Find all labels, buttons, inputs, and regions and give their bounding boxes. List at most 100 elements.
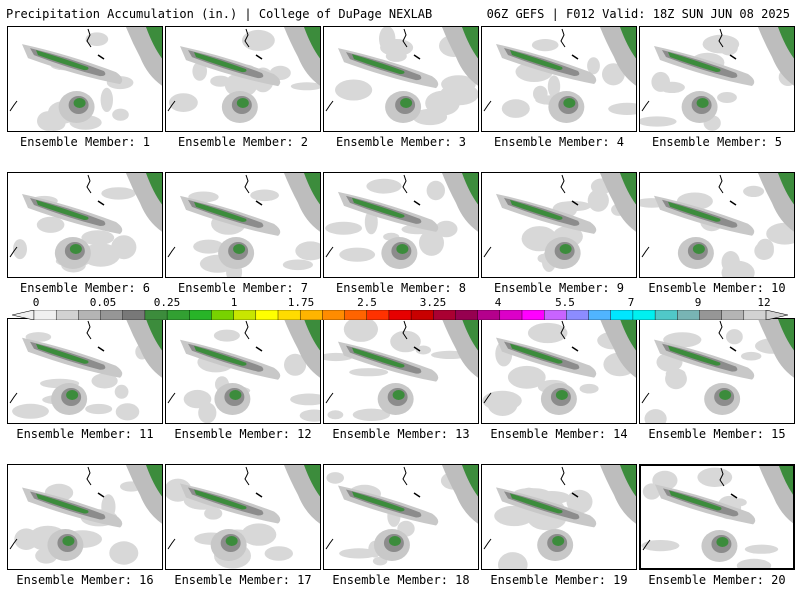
ensemble-member-label: Ensemble Member: 8 xyxy=(335,281,467,295)
coastline-stroke xyxy=(641,100,650,112)
ensemble-panel xyxy=(481,172,637,278)
precip-map xyxy=(325,465,478,566)
precip-band-core xyxy=(352,197,405,218)
precip-blob xyxy=(644,409,667,423)
precip-blob xyxy=(527,322,568,344)
precip-blob xyxy=(390,330,421,353)
precip-area-northeast-heavy xyxy=(304,27,320,59)
precip-blob xyxy=(741,351,762,361)
coastline-stroke xyxy=(483,246,492,258)
precip-blob xyxy=(366,178,402,194)
legend-swatch xyxy=(388,310,412,320)
coastline-stroke xyxy=(167,246,176,258)
precip-area-northeast-heavy xyxy=(462,173,478,205)
precip-blob xyxy=(250,189,279,202)
precip-map xyxy=(167,27,320,123)
coastline-stroke xyxy=(167,392,176,404)
coastline-stroke xyxy=(730,493,738,499)
precip-blob xyxy=(547,75,561,98)
ensemble-member-label: Ensemble Member: 19 xyxy=(490,573,628,587)
precip-cell-core xyxy=(396,244,409,254)
precip-blob xyxy=(198,402,217,423)
ensemble-panel xyxy=(7,464,163,570)
legend-swatch xyxy=(189,310,212,320)
precip-band-core xyxy=(510,493,563,514)
legend-swatch xyxy=(566,310,590,320)
color-legend: 0 0.05 0.25 1 1.75 2.5 3.25 4 5.5 7 9 12 xyxy=(0,296,800,322)
precip-blob xyxy=(115,403,140,421)
precip-blob xyxy=(327,410,344,420)
legend-swatch xyxy=(122,310,146,320)
precip-blob xyxy=(326,472,344,484)
legend-tick-label: 1.75 xyxy=(287,296,315,309)
precip-band-core xyxy=(194,52,247,73)
coastline-stroke xyxy=(325,246,334,258)
precip-blob xyxy=(587,57,600,75)
precip-band-core xyxy=(668,51,721,72)
ensemble-panel xyxy=(639,172,795,278)
precip-area-northeast-heavy xyxy=(146,27,162,59)
coastline-stroke xyxy=(413,200,421,206)
ensemble-member-label: Ensemble Member: 11 xyxy=(16,427,154,441)
precip-band-core xyxy=(668,345,721,366)
coastline-stroke xyxy=(167,538,176,550)
coastline-stroke xyxy=(560,320,566,340)
legend-swatch xyxy=(344,310,368,320)
precip-blob xyxy=(14,528,39,550)
precip-band-core xyxy=(36,50,89,71)
legend-tick-label: 0.25 xyxy=(153,296,181,309)
precip-blob xyxy=(91,373,118,389)
ensemble-panel xyxy=(323,318,479,424)
coastline-stroke xyxy=(719,467,725,487)
coastline-stroke xyxy=(244,174,250,194)
coastline-stroke xyxy=(483,100,492,112)
coastline-stroke xyxy=(97,346,105,352)
precip-blob xyxy=(721,251,740,274)
ensemble-member-label: Ensemble Member: 20 xyxy=(648,573,786,587)
precip-cell-core xyxy=(388,536,401,546)
precip-band-core xyxy=(352,347,405,368)
precip-blob xyxy=(731,498,747,507)
precip-blob xyxy=(204,507,223,520)
coastline-stroke xyxy=(641,246,650,258)
precip-map xyxy=(9,465,162,565)
coastline-stroke xyxy=(325,392,334,404)
coastline-stroke xyxy=(483,392,492,404)
coastline-stroke xyxy=(571,492,579,498)
precip-band-core xyxy=(194,489,247,510)
precip-map xyxy=(640,173,794,277)
precip-band-core xyxy=(669,490,722,511)
legend-swatch xyxy=(166,310,190,320)
precip-blob xyxy=(109,541,139,565)
precip-blob xyxy=(664,473,677,486)
legend-swatch xyxy=(477,310,501,320)
precip-cell-core xyxy=(559,244,572,254)
legend-tick-label: 12 xyxy=(757,296,771,309)
precip-cell-core xyxy=(392,390,405,400)
coastline-stroke xyxy=(483,538,492,550)
ensemble-panel xyxy=(639,26,795,132)
coastline-stroke xyxy=(571,346,579,352)
coastline-stroke xyxy=(402,28,408,48)
precip-blob xyxy=(697,467,733,487)
precip-cell-core xyxy=(696,98,709,108)
precip-blob xyxy=(419,229,444,256)
precip-cell-core xyxy=(229,390,242,400)
coastline-stroke xyxy=(86,28,92,48)
precip-blob xyxy=(640,116,677,127)
precip-band-core xyxy=(194,345,247,366)
precip-blob xyxy=(494,505,535,527)
precip-map xyxy=(483,27,636,123)
precip-cell-core xyxy=(66,390,79,400)
legend-tick-label: 0 xyxy=(32,296,40,309)
precip-map xyxy=(483,465,636,569)
precip-band-core xyxy=(352,54,405,75)
coastline-stroke xyxy=(571,200,579,206)
legend-swatch xyxy=(322,310,346,320)
precip-blob xyxy=(166,478,192,502)
precip-map xyxy=(324,319,478,421)
coastline-stroke xyxy=(86,174,92,194)
precip-area-northeast-heavy xyxy=(462,27,478,59)
precip-map xyxy=(166,465,320,569)
precip-band-core xyxy=(36,199,89,220)
